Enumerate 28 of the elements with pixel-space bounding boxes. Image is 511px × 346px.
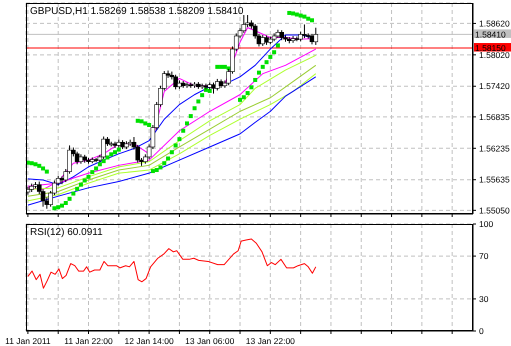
y-tick-label: 0 xyxy=(479,326,484,336)
x-tick-label: 11 Jan 2011 xyxy=(5,336,51,346)
candlestick xyxy=(173,74,178,90)
y-tick-label: 30 xyxy=(479,294,489,304)
line-series xyxy=(27,238,316,289)
y-tick-label: 70 xyxy=(479,251,489,262)
candlestick xyxy=(264,34,269,46)
x-tick-label: 13 Jan 06:00 xyxy=(185,336,235,346)
candlestick xyxy=(215,78,220,91)
y-tick-label: 1.56235 xyxy=(479,143,510,154)
chart-title: GBPUSD,H1 1.58269 1.58538 1.58209 1.58410 xyxy=(30,6,244,17)
y-tick-label: 100 xyxy=(479,219,494,229)
ref-line-label: 1.58150 xyxy=(475,43,506,54)
candlestick xyxy=(78,154,84,164)
y-tick-label: 1.57420 xyxy=(479,81,510,92)
chart-title: RSI(12) 60.0911 xyxy=(30,227,103,238)
y-tick-label: 1.55050 xyxy=(479,205,510,216)
candlestick xyxy=(279,30,284,41)
y-tick-label: 1.55635 xyxy=(479,174,510,185)
x-tick-label: 11 Jan 22:00 xyxy=(64,336,114,346)
ref-line-label: 1.58410 xyxy=(475,29,506,40)
y-tick-label: 1.58620 xyxy=(479,18,510,28)
x-tick-label: 13 Jan 22:00 xyxy=(246,336,296,346)
x-tick-label: 12 Jan 14:00 xyxy=(124,336,174,346)
candlestick xyxy=(310,33,314,45)
candlestick xyxy=(302,24,307,39)
candlestick xyxy=(313,27,318,46)
y-tick-label: 1.56835 xyxy=(479,112,510,122)
